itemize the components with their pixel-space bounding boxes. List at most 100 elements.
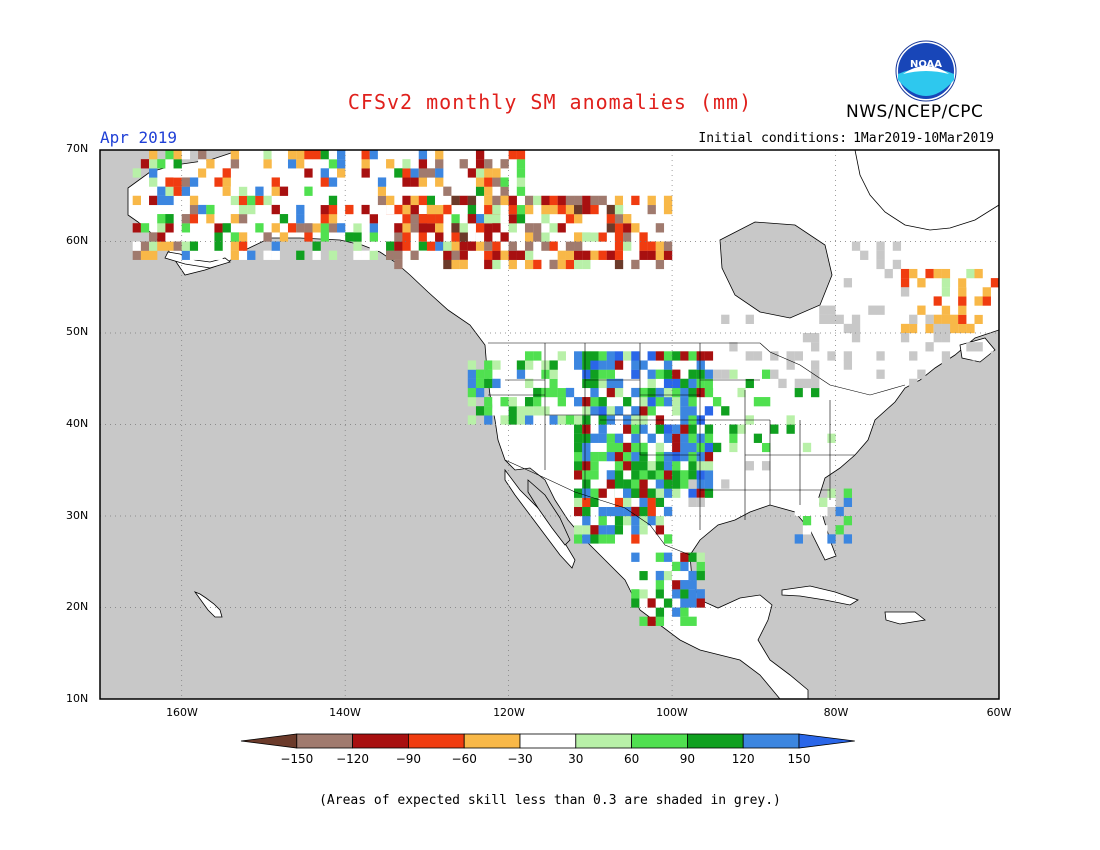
anomaly-cell xyxy=(149,232,158,242)
anomaly-cell xyxy=(958,296,967,306)
anomaly-cell xyxy=(729,369,738,379)
anomaly-cell xyxy=(582,433,591,443)
anomaly-cell xyxy=(598,506,607,517)
anomaly-cell xyxy=(958,278,967,288)
anomaly-cell xyxy=(974,268,983,279)
anomaly-cell xyxy=(524,259,534,270)
anomaly-cell xyxy=(582,442,591,453)
anomaly-cell xyxy=(402,168,411,178)
anomaly-cell xyxy=(704,406,714,416)
anomaly-cell xyxy=(230,214,240,224)
anomaly-cell xyxy=(811,387,820,398)
anomaly-cell xyxy=(230,150,240,160)
noaa-logo: NOAA xyxy=(895,40,957,102)
anomaly-cell xyxy=(753,433,763,443)
legend-tick-label: 30 xyxy=(568,752,584,766)
anomaly-cell xyxy=(402,232,411,242)
anomaly-cell xyxy=(369,223,378,233)
anomaly-cell xyxy=(598,525,607,535)
anomaly-cell xyxy=(361,150,370,160)
low-skill-cell xyxy=(794,378,803,389)
legend-swatch xyxy=(296,733,353,749)
anomaly-cell xyxy=(263,232,272,242)
anomaly-cell xyxy=(328,214,338,224)
anomaly-cell xyxy=(623,442,632,453)
anomaly-cell xyxy=(524,195,534,206)
anomaly-cell xyxy=(394,250,403,260)
low-skill-cell xyxy=(851,333,861,343)
anomaly-cell xyxy=(549,195,558,206)
anomaly-cell xyxy=(255,195,264,206)
anomaly-cell xyxy=(696,598,705,608)
anomaly-cell xyxy=(647,195,656,206)
low-skill-cell xyxy=(925,342,934,352)
anomaly-cell xyxy=(655,442,665,453)
cuba xyxy=(781,585,859,606)
anomaly-cell xyxy=(696,479,705,489)
anomaly-cell xyxy=(672,378,681,389)
anomaly-cell xyxy=(574,214,583,224)
anomaly-cell xyxy=(655,580,665,590)
anomaly-cell xyxy=(557,204,566,215)
anomaly-cell xyxy=(402,195,411,206)
anomaly-cell xyxy=(704,488,714,498)
anomaly-cell xyxy=(189,214,199,224)
anomaly-cell xyxy=(377,177,387,187)
anomaly-cell xyxy=(418,241,428,251)
anomaly-cell xyxy=(639,598,648,608)
anomaly-cell xyxy=(598,488,607,498)
anomaly-cell xyxy=(574,415,583,425)
anomaly-cell xyxy=(712,397,722,407)
anomaly-cell xyxy=(614,195,624,206)
anomaly-cell xyxy=(500,195,509,206)
anomaly-cell xyxy=(173,241,182,251)
anomaly-cell xyxy=(533,406,542,416)
anomaly-cell xyxy=(900,268,910,279)
anomaly-cell xyxy=(663,516,673,526)
anomaly-cell xyxy=(631,534,640,544)
anomaly-cell xyxy=(484,177,493,187)
low-skill-cell xyxy=(966,360,975,370)
anomaly-cell xyxy=(475,232,485,242)
anomaly-cell xyxy=(655,424,665,434)
anomaly-cell xyxy=(647,488,656,498)
anomaly-cell xyxy=(639,589,648,599)
anomaly-cell xyxy=(655,488,665,498)
anomaly-cell xyxy=(386,186,395,196)
anomaly-cell xyxy=(475,378,485,389)
anomaly-cell xyxy=(165,214,174,224)
anomaly-cell xyxy=(296,223,305,233)
anomaly-cell xyxy=(623,250,632,260)
anomaly-cell xyxy=(222,177,231,187)
anomaly-cell xyxy=(623,516,632,526)
anomaly-cell xyxy=(753,442,763,453)
anomaly-cell xyxy=(623,397,632,407)
lon-label-120w: 120W xyxy=(493,706,525,719)
anomaly-cell xyxy=(990,278,999,288)
lon-label-160w: 160W xyxy=(166,706,198,719)
anomaly-cell xyxy=(672,580,681,590)
anomaly-cell xyxy=(418,214,428,224)
anomaly-cell xyxy=(508,195,517,206)
anomaly-cell xyxy=(198,168,207,178)
low-skill-cell xyxy=(900,333,910,343)
anomaly-cell xyxy=(304,223,313,233)
anomaly-cell xyxy=(802,387,812,398)
anomaly-cell xyxy=(238,204,248,215)
anomaly-cell xyxy=(312,223,321,233)
anomaly-cell xyxy=(925,268,934,279)
anomaly-cell xyxy=(639,397,648,407)
low-skill-cell xyxy=(990,369,999,379)
anomaly-cell xyxy=(647,580,656,590)
anomaly-cell xyxy=(304,150,313,160)
anomaly-cell xyxy=(672,397,681,407)
anomaly-cell xyxy=(402,223,411,233)
anomaly-cell xyxy=(337,223,346,233)
anomaly-cell xyxy=(582,424,591,434)
anomaly-cell xyxy=(655,250,665,260)
anomaly-cell xyxy=(770,424,779,434)
anomaly-cell xyxy=(394,259,403,270)
anomaly-cell xyxy=(582,525,591,535)
anomaly-cell xyxy=(647,406,656,416)
low-skill-cell xyxy=(811,378,820,389)
